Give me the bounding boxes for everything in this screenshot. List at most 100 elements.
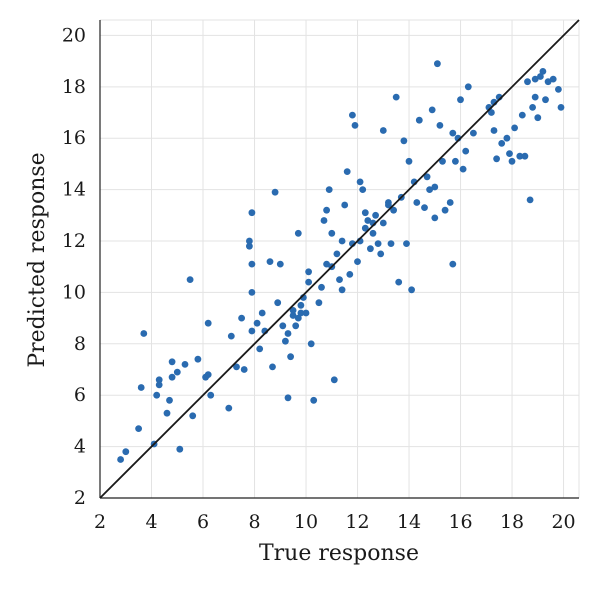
data-point: [320, 217, 328, 224]
y-tick-label: 6: [74, 384, 86, 406]
data-point: [248, 209, 256, 217]
data-point: [428, 106, 436, 114]
data-point: [464, 83, 472, 91]
data-point: [452, 157, 459, 165]
data-point: [176, 445, 184, 453]
data-point: [282, 337, 289, 345]
data-point: [137, 384, 145, 391]
data-point: [459, 165, 467, 173]
data-point: [135, 425, 143, 432]
data-point: [387, 240, 395, 248]
data-point: [168, 358, 176, 366]
data-point: [140, 330, 148, 337]
data-point: [372, 211, 379, 219]
data-point: [534, 114, 542, 122]
data-point: [266, 258, 274, 265]
data-point: [294, 314, 302, 322]
x-tick-label: 20: [551, 511, 575, 533]
data-point: [539, 68, 547, 75]
data-point: [292, 322, 300, 330]
y-tick-label: 18: [62, 76, 86, 98]
x-tick-label: 10: [294, 511, 318, 533]
data-point: [457, 96, 464, 104]
data-point: [315, 299, 323, 307]
data-point: [405, 157, 413, 165]
x-tick-label: 18: [500, 511, 524, 533]
data-point: [341, 201, 349, 209]
data-point: [361, 224, 369, 232]
data-point: [462, 147, 470, 155]
x-tick-label: 12: [345, 511, 369, 533]
data-point: [248, 327, 256, 335]
data-point: [374, 240, 382, 248]
data-point: [225, 404, 233, 412]
x-tick-labels: 2 4 6 8 10 12 14 16 18 20: [94, 511, 576, 533]
data-point: [508, 157, 516, 165]
data-point: [305, 268, 312, 276]
data-point: [379, 127, 387, 134]
data-point: [385, 201, 392, 209]
data-point: [493, 155, 500, 163]
data-point: [557, 104, 565, 111]
data-point: [377, 250, 385, 258]
data-point: [287, 353, 294, 361]
y-tick-label: 2: [74, 487, 86, 509]
data-point: [194, 355, 202, 363]
data-point: [526, 196, 534, 204]
data-point: [289, 307, 297, 314]
data-point: [276, 260, 284, 268]
data-point: [516, 152, 524, 160]
data-point: [207, 391, 215, 399]
data-point: [328, 229, 336, 237]
data-point: [359, 186, 367, 194]
data-point: [246, 237, 253, 245]
data-point: [166, 396, 173, 404]
data-point: [271, 188, 279, 196]
data-point: [490, 127, 498, 134]
data-point: [233, 363, 240, 371]
data-point: [227, 332, 235, 340]
data-point: [441, 206, 449, 214]
data-point: [415, 116, 423, 124]
x-axis-title: True response: [259, 541, 419, 566]
y-tick-label: 14: [62, 179, 86, 201]
y-axis-title: Predicted response: [25, 152, 50, 367]
data-point: [338, 237, 346, 245]
data-point: [240, 366, 248, 373]
data-point: [379, 219, 387, 227]
data-point: [168, 373, 176, 381]
data-point: [186, 276, 194, 283]
data-point: [155, 376, 163, 384]
data-point: [297, 309, 305, 317]
data-point: [318, 283, 325, 291]
data-point: [181, 361, 189, 368]
data-point: [531, 93, 539, 101]
data-point: [338, 286, 346, 294]
data-point: [421, 204, 428, 212]
data-point: [431, 214, 439, 222]
data-point: [333, 250, 341, 258]
data-point: [346, 271, 354, 278]
x-tick-label: 4: [145, 511, 157, 533]
data-point: [325, 186, 333, 194]
data-point: [408, 286, 415, 294]
data-point: [269, 363, 276, 371]
data-point: [544, 78, 552, 86]
x-tick-label: 8: [248, 511, 260, 533]
data-point: [413, 199, 421, 206]
data-point: [426, 186, 433, 194]
data-point: [302, 309, 310, 317]
x-tick-label: 2: [94, 511, 106, 533]
data-point: [434, 60, 441, 68]
y-tick-label: 20: [62, 24, 86, 46]
data-point: [289, 312, 297, 319]
data-point: [248, 289, 256, 296]
data-point: [297, 301, 305, 309]
data-point: [531, 75, 539, 83]
data-point: [256, 345, 264, 353]
data-points: [117, 60, 565, 463]
data-point: [537, 73, 544, 80]
y-tick-label: 10: [62, 281, 86, 303]
data-point: [284, 394, 292, 402]
